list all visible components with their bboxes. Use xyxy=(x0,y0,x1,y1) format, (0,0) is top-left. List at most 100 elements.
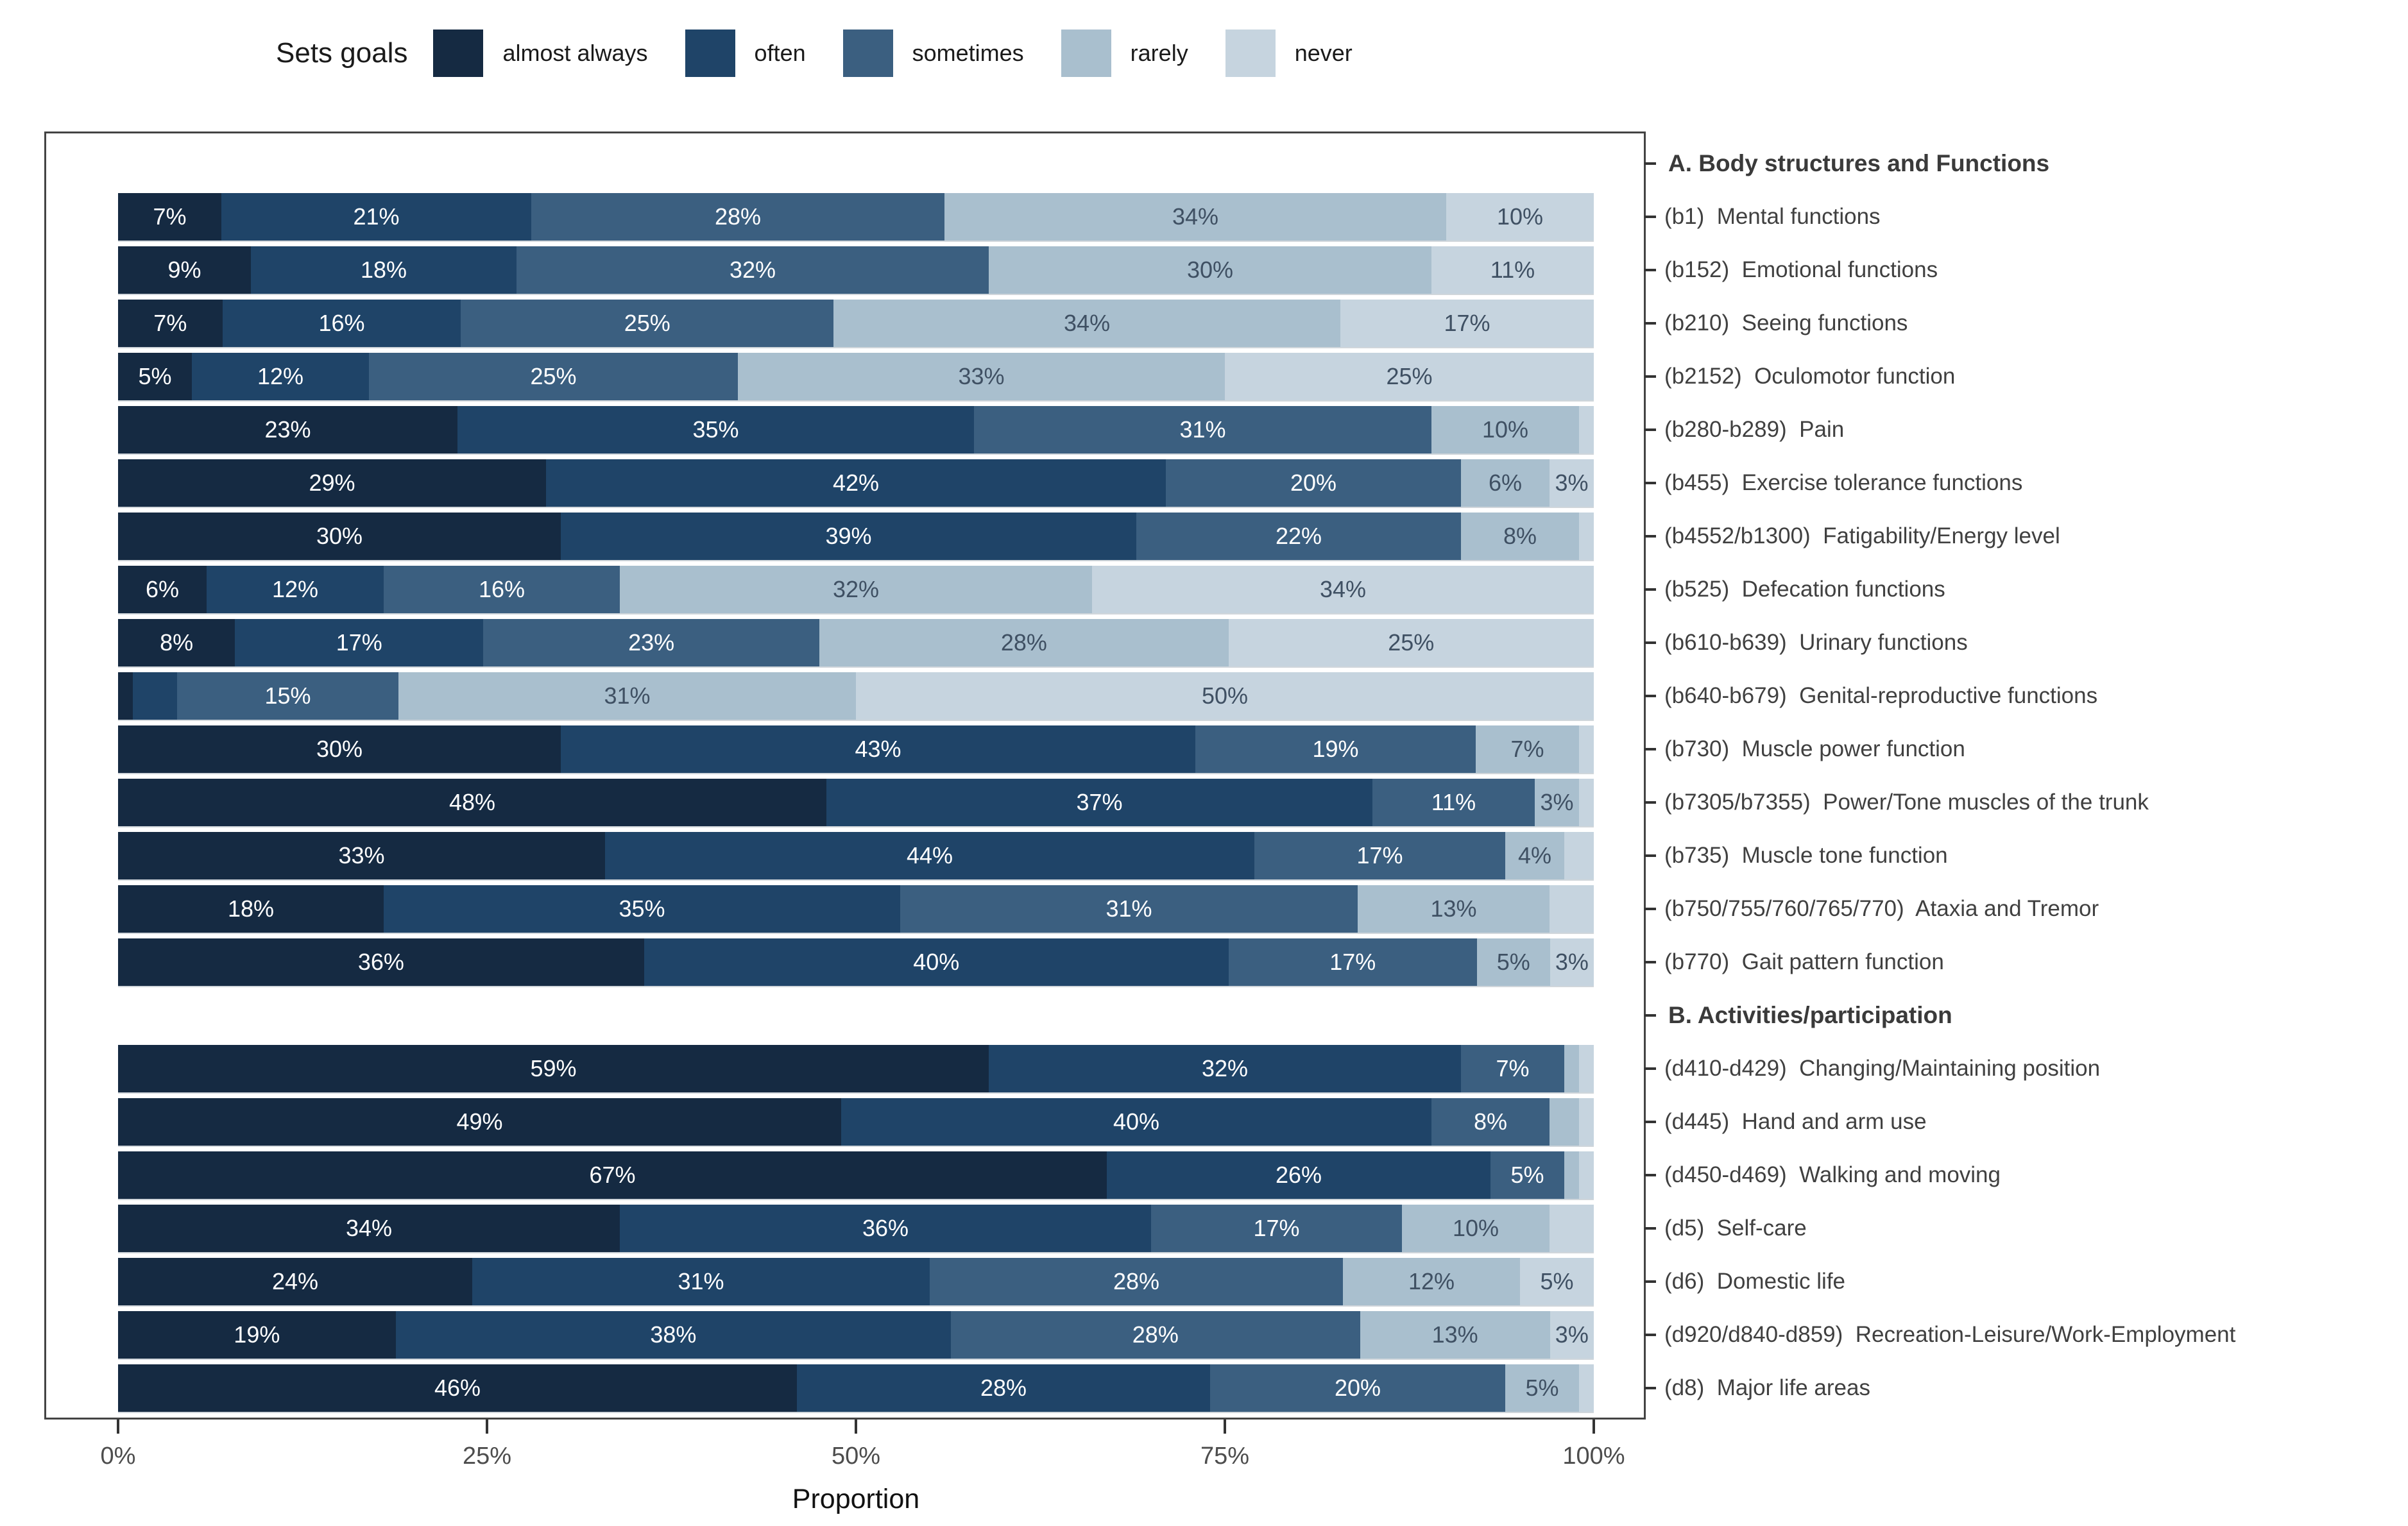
bar-segment-never: 17% xyxy=(1340,299,1594,347)
segment-value-label: 5% xyxy=(1525,1374,1559,1401)
bar-segment-almost-always: 30% xyxy=(118,725,561,773)
row-label: (b210) Seeing functions xyxy=(1664,310,1908,335)
bar-segment-sometimes: 22% xyxy=(1136,512,1461,560)
bar-segment-rarely: 5% xyxy=(1505,1364,1579,1412)
bar-row: 9% 18% 32% 30% 11% xyxy=(118,246,1594,294)
bar-segment-never: 5% xyxy=(1520,1257,1594,1305)
legend-label: never xyxy=(1294,40,1353,66)
y-axis-tick xyxy=(1644,1333,1656,1336)
segment-value-label: 31% xyxy=(1179,416,1226,443)
segment-value-label: 8% xyxy=(1503,522,1537,549)
bar-segment-never: 10% xyxy=(1446,192,1594,241)
bar-row: 30% 43% 19% 7% xyxy=(118,725,1594,773)
legend-item-rarely: rarely xyxy=(1061,30,1188,77)
segment-value-label: 25% xyxy=(624,309,670,336)
bar-segment-rarely: 8% xyxy=(1461,512,1579,560)
bar-segment-rarely: 10% xyxy=(1402,1204,1550,1252)
bar-segment-almost-always: 23% xyxy=(118,405,457,454)
segment-value-label: 36% xyxy=(357,948,404,975)
segment-value-label: 16% xyxy=(318,309,365,336)
segment-value-label: 4% xyxy=(1517,842,1552,869)
y-axis-tick xyxy=(1644,960,1656,963)
bar-row: 24% 31% 28% 12% 5% xyxy=(118,1257,1594,1305)
segment-value-label: 26% xyxy=(1275,1161,1322,1188)
x-axis-tick xyxy=(1224,1420,1226,1434)
segment-value-label: 30% xyxy=(1186,256,1234,283)
bar-segment-never xyxy=(1579,725,1594,773)
segment-value-label: 15% xyxy=(264,682,311,709)
row-label: (b2152) Oculomotor function xyxy=(1664,363,1956,389)
bar-segment-rarely: 34% xyxy=(833,299,1341,347)
row-label: (b525) Defecation functions xyxy=(1664,576,1945,602)
bar-row: 33% 44% 17% 4% xyxy=(118,831,1594,879)
bar-row: 30% 39% 22% 8% xyxy=(118,512,1594,560)
legend-swatch-3 xyxy=(842,30,893,77)
bar-segment-often: 40% xyxy=(841,1098,1431,1146)
bar-segment-often xyxy=(133,672,177,720)
segment-value-label: 37% xyxy=(1076,788,1123,815)
bar-segment-never xyxy=(1579,405,1594,454)
y-axis-tick xyxy=(1644,588,1656,591)
section-header: B. Activities/participation xyxy=(1668,1001,1952,1028)
y-axis-tick xyxy=(1644,428,1656,431)
bar-segment-never: 50% xyxy=(856,672,1594,720)
row-label: (b750/755/760/765/770) Ataxia and Tremor xyxy=(1664,895,2099,921)
y-axis-tick xyxy=(1644,1120,1656,1123)
row-label: (b640-b679) Genital-reproductive functio… xyxy=(1664,682,2098,708)
bar-segment-sometimes: 5% xyxy=(1490,1151,1564,1199)
legend-swatch-2 xyxy=(685,30,735,77)
bar-segment-never: 11% xyxy=(1431,246,1594,294)
segment-value-label: 20% xyxy=(1290,469,1337,496)
bar-segment-almost-always: 5% xyxy=(118,352,192,400)
y-axis-tick xyxy=(1644,215,1656,218)
segment-value-label: 5% xyxy=(1510,1161,1544,1188)
segment-value-label: 23% xyxy=(264,416,311,443)
segment-value-label: 3% xyxy=(1555,948,1589,975)
segment-value-label: 9% xyxy=(167,256,201,283)
legend-item-sometimes: sometimes xyxy=(842,30,1024,77)
row-label: (b7305/b7355) Power/Tone muscles of the … xyxy=(1664,789,2149,815)
bar-segment-sometimes: 15% xyxy=(177,672,398,720)
x-axis-tick-label: 0% xyxy=(100,1443,136,1470)
row-label: (b610-b639) Urinary functions xyxy=(1664,629,1968,655)
y-axis-tick xyxy=(1644,641,1656,644)
bar-row: 34% 36% 17% 10% xyxy=(118,1204,1594,1252)
bar-segment-rarely: 7% xyxy=(1476,725,1579,773)
y-axis-tick xyxy=(1644,321,1656,325)
bar-segment-often: 31% xyxy=(472,1257,930,1305)
bar-segment-often: 32% xyxy=(989,1044,1461,1092)
y-axis-tick xyxy=(1644,747,1656,750)
segment-value-label: 13% xyxy=(1431,1321,1478,1348)
row-label: (d920/d840-d859) Recreation-Leisure/Work… xyxy=(1664,1321,2236,1347)
segment-value-label: 35% xyxy=(619,895,665,922)
bar-segment-never: 25% xyxy=(1228,618,1594,666)
bar-segment-often: 12% xyxy=(192,352,369,400)
bar-segment-never xyxy=(1579,1151,1594,1199)
segment-value-label: 67% xyxy=(589,1161,636,1188)
row-label: (b4552/b1300) Fatigability/Energy level xyxy=(1664,523,2060,548)
legend-swatch-4 xyxy=(1061,30,1111,77)
bar-row: 8% 17% 23% 28% 25% xyxy=(118,618,1594,666)
segment-value-label: 50% xyxy=(1201,682,1249,709)
segment-value-label: 25% xyxy=(1386,362,1433,389)
segment-value-label: 17% xyxy=(336,629,382,656)
bar-segment-almost-always: 19% xyxy=(118,1310,396,1359)
y-axis-tick xyxy=(1644,1067,1656,1070)
bar-segment-sometimes: 17% xyxy=(1254,831,1505,879)
bar-segment-never xyxy=(1579,1044,1594,1092)
bar-segment-almost-always: 9% xyxy=(118,246,251,294)
y-axis-tick xyxy=(1644,1173,1656,1176)
segment-value-label: 23% xyxy=(628,629,675,656)
segment-value-label: 42% xyxy=(832,469,880,496)
bar-segment-almost-always: 48% xyxy=(118,778,826,826)
segment-value-label: 7% xyxy=(153,309,187,336)
bar-segment-rarely xyxy=(1564,1044,1579,1092)
bar-segment-never: 3% xyxy=(1550,938,1594,986)
bar-segment-never: 34% xyxy=(1092,565,1594,613)
bar-segment-almost-always: 30% xyxy=(118,512,561,560)
segment-value-label: 3% xyxy=(1540,788,1574,815)
segment-value-label: 28% xyxy=(980,1374,1027,1401)
bar-segment-rarely: 34% xyxy=(944,192,1446,241)
segment-value-label: 19% xyxy=(234,1321,280,1348)
